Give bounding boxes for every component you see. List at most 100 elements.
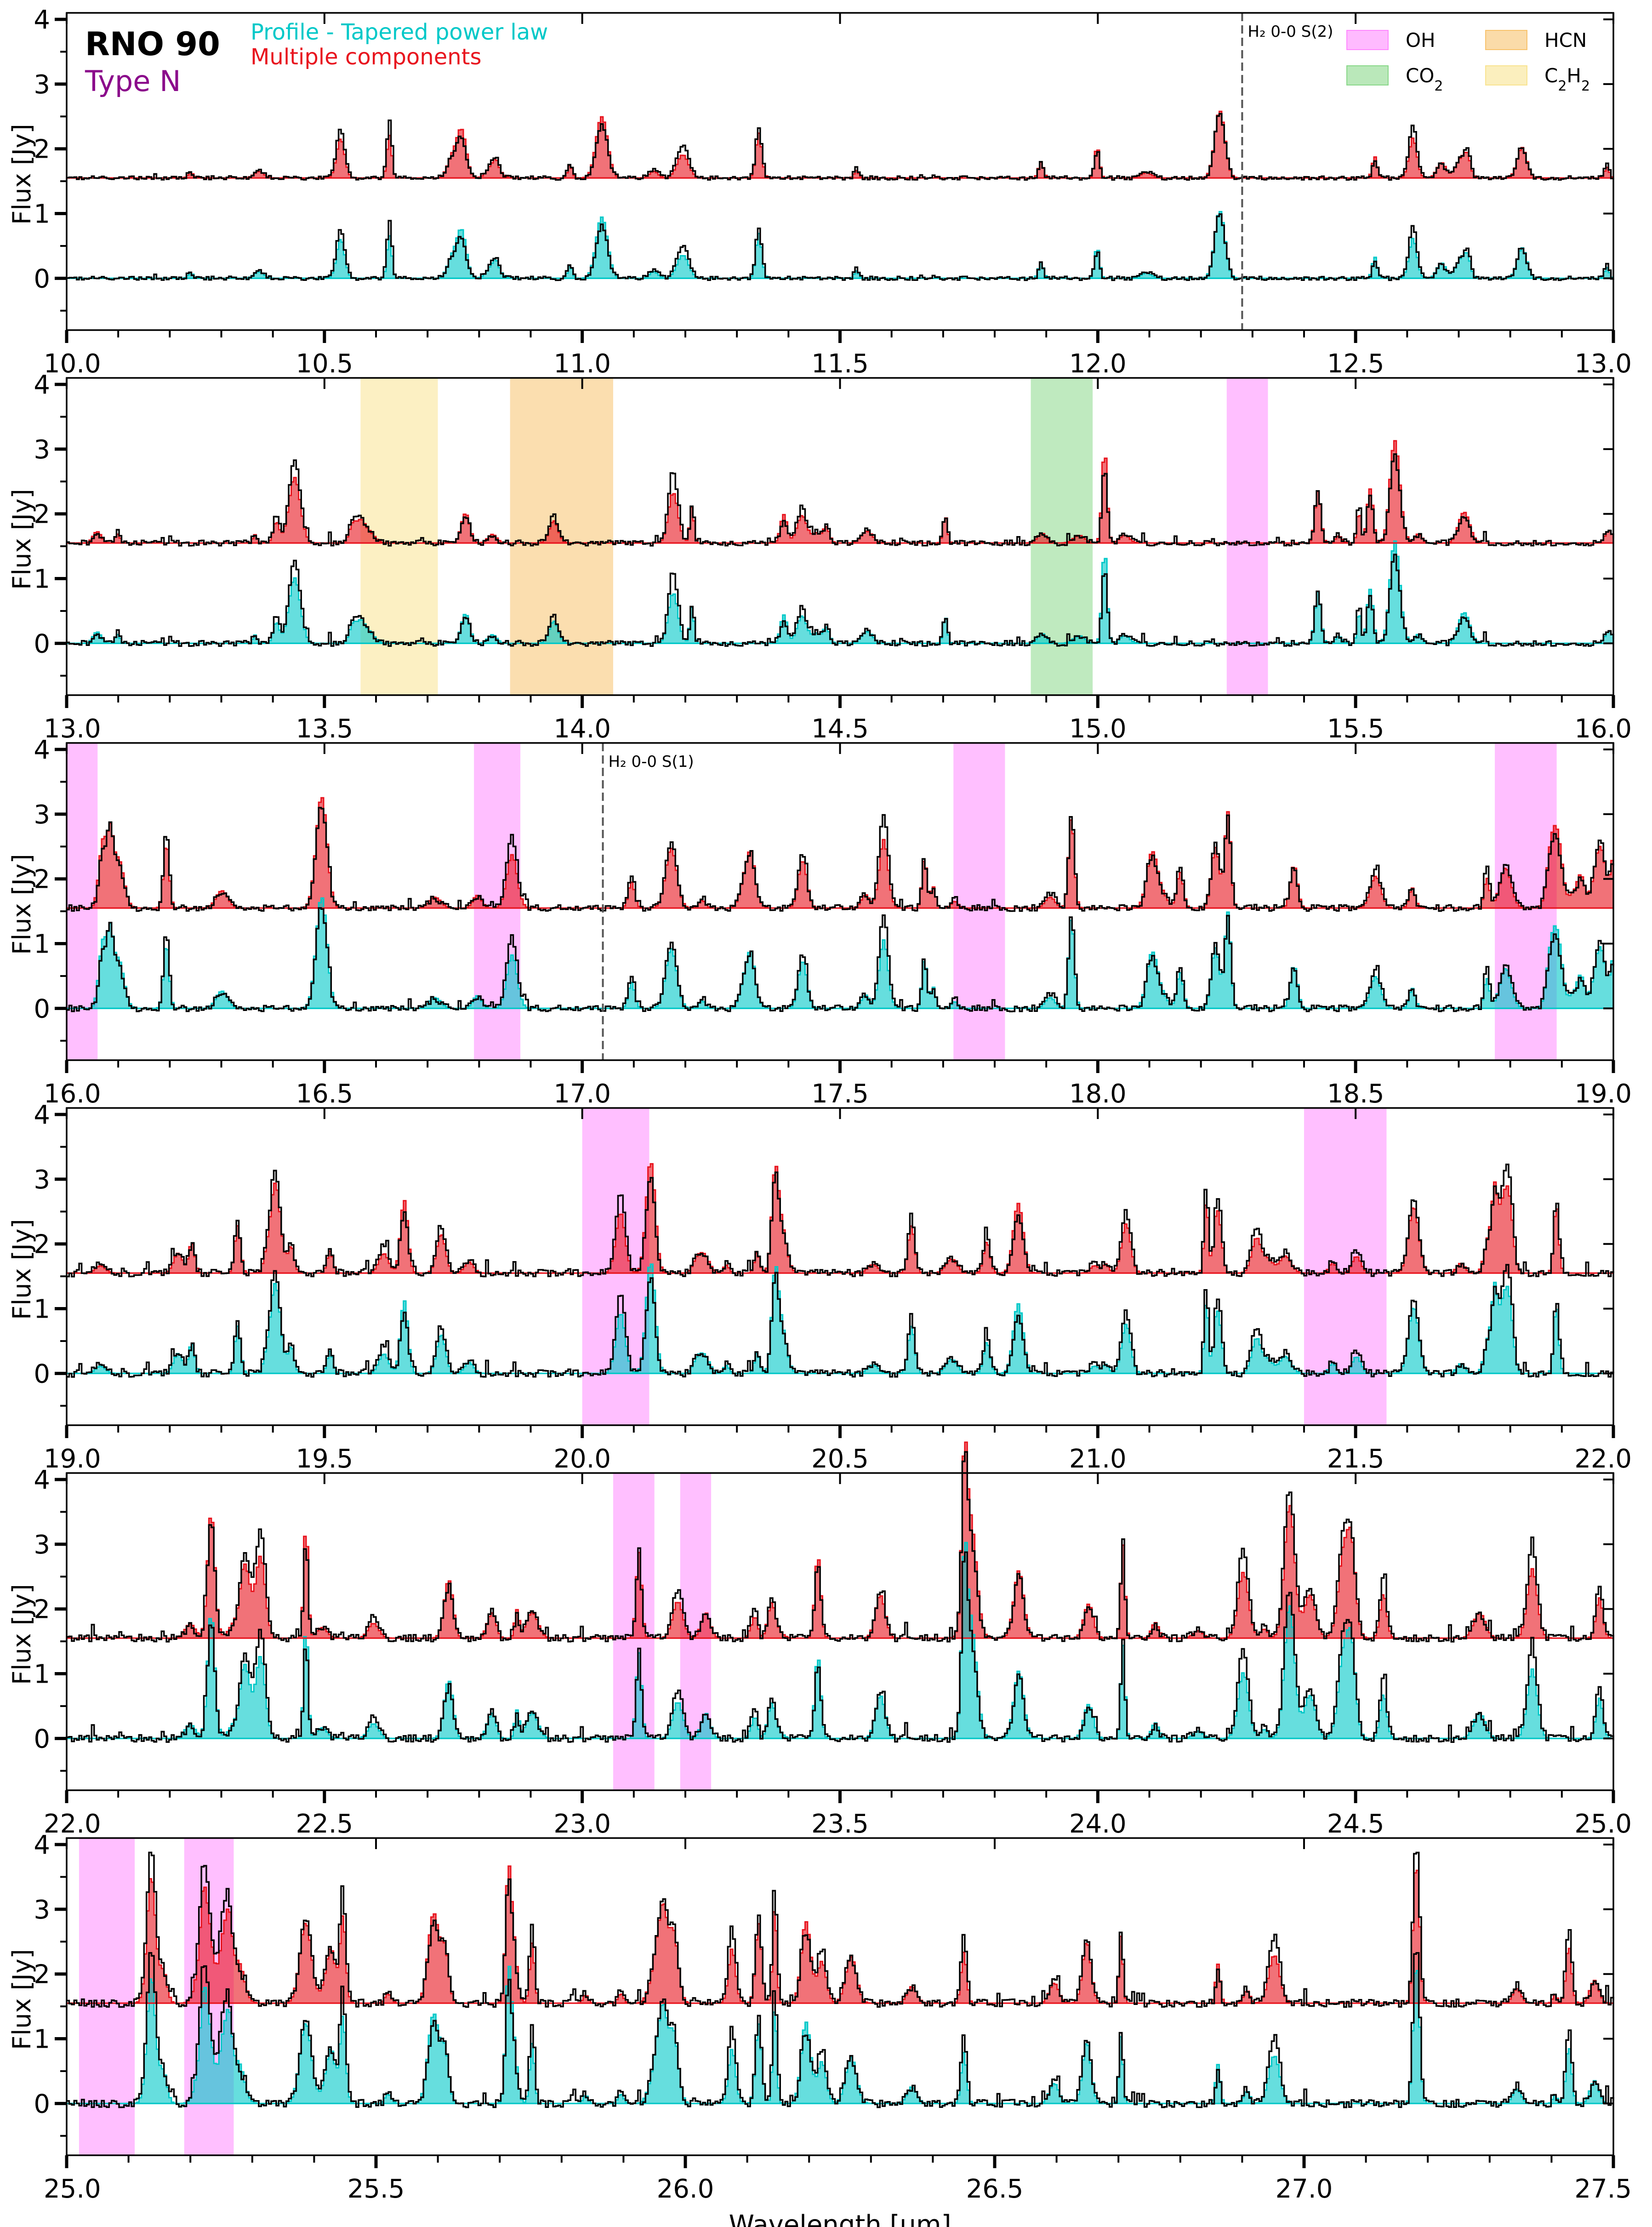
x-tick-label: 27.5 — [1574, 2174, 1632, 2204]
y-tick-label: 1 — [34, 565, 50, 594]
legend-swatch-OH — [1346, 30, 1389, 50]
x-tick-label: 17.0 — [553, 1079, 611, 1109]
observed-spectrum-upper — [67, 1451, 1614, 1643]
band-OH-1 — [67, 743, 98, 1060]
x-tick-label: 24.5 — [1327, 1809, 1384, 1839]
x-tick-label: 12.5 — [1327, 349, 1384, 379]
x-tick-label: 19.0 — [1574, 1079, 1632, 1109]
y-tick-label: 2 — [34, 1230, 50, 1260]
x-tick-label: 23.0 — [553, 1809, 611, 1839]
legend-label-part: C — [1544, 64, 1558, 87]
legend-swatch-CO2 — [1346, 65, 1389, 86]
x-tick-label: 18.0 — [1069, 1079, 1127, 1109]
legend-swatch-C2H2 — [1485, 65, 1527, 86]
legend-label-HCN: HCN — [1544, 29, 1587, 51]
x-tick-label: 26.0 — [657, 2174, 714, 2204]
h2-line-label: H₂ 0-0 S(1) — [609, 753, 694, 771]
legend-label-part: OH — [1406, 29, 1436, 51]
tapered-profile-model — [67, 1263, 1613, 1374]
x-tick-label: 25.0 — [1574, 1809, 1632, 1839]
x-tick-label: 14.5 — [811, 714, 869, 744]
x-tick-label: 23.5 — [811, 1809, 869, 1839]
x-tick-label: 13.0 — [1574, 349, 1632, 379]
panel-6: 0 1 2 3 4 25.0 25.5 26.0 26.5 27.0 27.5 Flux [Jy] Wa… — [7, 1830, 1632, 2227]
y-tick-label: 0 — [34, 2089, 50, 2119]
x-tick-label: 12.0 — [1069, 349, 1127, 379]
x-tick-label: 22.0 — [44, 1809, 101, 1839]
band-OH-3 — [953, 743, 1005, 1060]
panel-4: 0 1 2 3 4 19.0 19.5 20.0 20.5 21.0 21.5 22.0 Flux [J… — [7, 1100, 1632, 1474]
observed-spectrum-upper — [67, 1851, 1614, 2008]
y-tick-label: 3 — [34, 70, 50, 100]
x-tick-label: 11.5 — [811, 349, 869, 379]
y-tick-label: 1 — [34, 200, 50, 229]
y-tick-label: 3 — [34, 1165, 50, 1195]
x-tick-label: 19.5 — [296, 1444, 353, 1474]
y-tick-label: 4 — [34, 1100, 50, 1130]
plot-frame — [66, 1837, 1614, 2156]
observed-spectrum-upper — [67, 1163, 1614, 1278]
x-tick-label: 16.0 — [44, 1079, 101, 1109]
panel-1: H₂ 0-0 S(2) 0 1 2 3 4 10.0 10.5 11.0 11.5 12.0 12.5… — [7, 5, 1632, 379]
multi-component-model — [67, 110, 1614, 179]
x-tick-label: 21.0 — [1069, 1444, 1127, 1474]
legend-swatch-HCN — [1485, 30, 1527, 50]
legend-label-part: HCN — [1544, 29, 1587, 51]
y-tick-label: 0 — [34, 264, 50, 294]
y-axis-label: Flux [Jy] — [7, 1949, 36, 2050]
observed-spectrum-lower — [67, 907, 1614, 1012]
multi-component-model — [67, 440, 1614, 544]
legend-label-part: CO — [1406, 64, 1434, 87]
observed-spectrum-upper — [67, 453, 1614, 547]
x-tick-label: 26.5 — [966, 2174, 1024, 2204]
y-tick-label: 4 — [34, 1465, 50, 1495]
y-tick-label: 0 — [34, 1359, 50, 1389]
legend-label-part: 2 — [1581, 78, 1590, 94]
x-tick-label: 11.0 — [553, 349, 611, 379]
y-tick-label: 3 — [34, 435, 50, 465]
h2-line-label: H₂ 0-0 S(2) — [1248, 23, 1333, 41]
x-axis-label: Wavelength [μm] — [729, 2210, 951, 2227]
band-OH-2 — [1304, 1108, 1387, 1425]
y-tick-label: 4 — [34, 1830, 50, 1860]
legend-label-part: H — [1567, 64, 1581, 87]
y-tick-label: 4 — [34, 370, 50, 400]
y-tick-label: 2 — [34, 1595, 50, 1625]
panel-5: 0 1 2 3 4 22.0 22.5 23.0 23.5 24.0 24.5 25.0 Flux [J… — [7, 1441, 1632, 1839]
x-tick-label: 27.0 — [1276, 2174, 1333, 2204]
legend-line-2: Multiple components — [251, 44, 481, 70]
x-tick-label: 13.5 — [296, 714, 353, 744]
x-tick-label: 13.0 — [44, 714, 101, 744]
x-tick-label: 19.0 — [44, 1444, 101, 1474]
x-tick-label: 14.0 — [553, 714, 611, 744]
y-tick-label: 0 — [34, 629, 50, 659]
observed-spectrum-lower — [67, 1264, 1614, 1378]
x-tick-label: 15.0 — [1069, 714, 1127, 744]
observed-spectrum-lower — [67, 1952, 1614, 2108]
y-tick-label: 2 — [34, 1960, 50, 1990]
y-tick-label: 1 — [34, 1660, 50, 1690]
y-tick-label: 4 — [34, 735, 50, 765]
x-tick-label: 22.0 — [1574, 1444, 1632, 1474]
x-tick-label: 16.5 — [296, 1079, 353, 1109]
observed-spectrum-lower — [67, 1551, 1614, 1743]
y-tick-label: 3 — [34, 1530, 50, 1560]
legend-label-CO2: CO2 — [1406, 64, 1443, 94]
y-axis-label: Flux [Jy] — [7, 1584, 36, 1685]
x-tick-label: 24.0 — [1069, 1809, 1127, 1839]
y-tick-label: 1 — [34, 930, 50, 959]
y-tick-label: 2 — [34, 135, 50, 165]
multi-component-model — [67, 1865, 1613, 2004]
observed-spectrum-upper — [67, 806, 1614, 912]
x-tick-label: 17.5 — [811, 1079, 869, 1109]
y-tick-label: 2 — [34, 865, 50, 895]
x-tick-label: 21.5 — [1327, 1444, 1384, 1474]
y-tick-label: 4 — [34, 5, 50, 35]
y-tick-label: 1 — [34, 2025, 50, 2055]
y-axis-label: Flux [Jy] — [7, 854, 36, 954]
y-axis-label: Flux [Jy] — [7, 124, 36, 224]
multi-component-model — [67, 797, 1614, 909]
x-tick-label: 20.0 — [553, 1444, 611, 1474]
type-label: Type N — [85, 64, 181, 98]
